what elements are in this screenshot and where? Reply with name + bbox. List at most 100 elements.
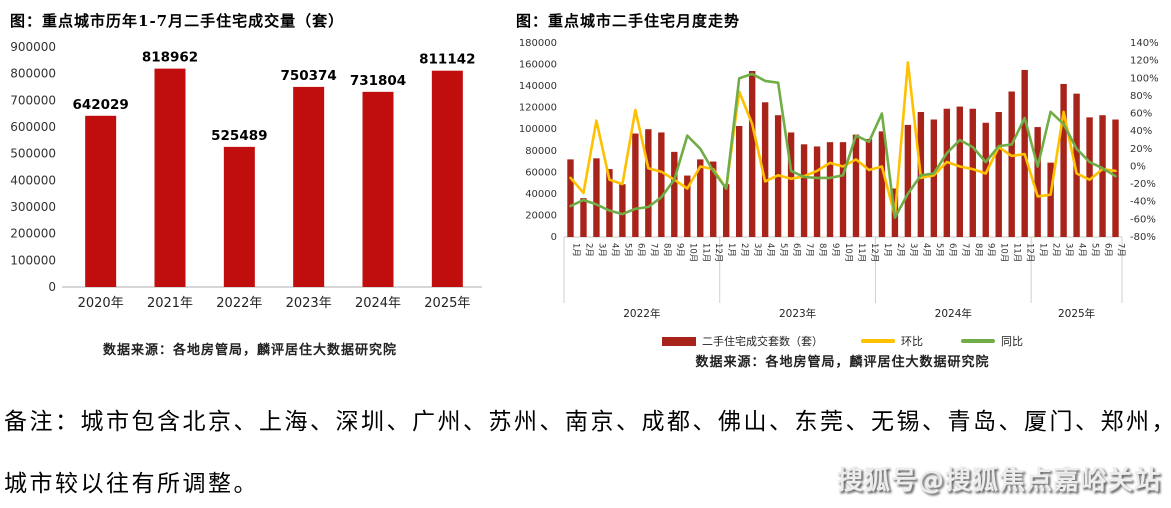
svg-text:8月: 8月 xyxy=(817,243,827,257)
svg-text:3月: 3月 xyxy=(752,243,762,257)
svg-text:4月: 4月 xyxy=(765,243,775,257)
svg-text:2021年: 2021年 xyxy=(147,296,193,311)
svg-text:8月: 8月 xyxy=(973,243,983,257)
legend-label-mom: 环比 xyxy=(901,335,923,348)
svg-text:100000: 100000 xyxy=(10,253,56,267)
svg-text:11月: 11月 xyxy=(1012,243,1022,262)
legend-item-mom: 环比 xyxy=(861,333,923,349)
svg-text:3月: 3月 xyxy=(1064,243,1074,257)
svg-text:731804: 731804 xyxy=(350,73,406,89)
svg-text:1月: 1月 xyxy=(882,243,892,257)
svg-text:2024年: 2024年 xyxy=(935,307,972,320)
svg-text:7月: 7月 xyxy=(804,243,814,257)
svg-text:6月: 6月 xyxy=(1103,243,1113,257)
svg-text:10月: 10月 xyxy=(687,243,697,262)
svg-text:10月: 10月 xyxy=(999,243,1009,262)
svg-text:6月: 6月 xyxy=(791,243,801,257)
svg-text:-20%: -20% xyxy=(1130,179,1156,190)
svg-text:2月: 2月 xyxy=(583,243,593,257)
bar-series-swatch xyxy=(662,336,696,346)
svg-text:811142: 811142 xyxy=(419,52,475,68)
svg-text:8月: 8月 xyxy=(661,243,671,257)
mom-series-swatch xyxy=(861,339,895,343)
svg-text:20%: 20% xyxy=(1130,144,1152,155)
svg-text:1月: 1月 xyxy=(570,243,580,257)
sohu-watermark: 搜狐号@搜狐焦点嘉峪关站 xyxy=(836,466,1161,496)
svg-text:9月: 9月 xyxy=(674,243,684,257)
monthly-combo-chart: 0 20000 40000 60000 80000 100000 120000 140000 1… xyxy=(519,38,1159,320)
svg-text:40%: 40% xyxy=(1130,126,1152,137)
svg-text:2023年: 2023年 xyxy=(779,307,816,320)
svg-text:2024年: 2024年 xyxy=(355,296,401,311)
footnote-line1: 备注：城市包含北京、上海、深圳、广州、苏州、南京、成都、佛山、东莞、无锡、青岛、… xyxy=(4,409,1171,435)
svg-text:700000: 700000 xyxy=(10,93,56,107)
svg-text:11月: 11月 xyxy=(856,243,866,262)
svg-text:12月: 12月 xyxy=(1025,243,1035,262)
legend-label-sales: 二手住宅成交套数（套） xyxy=(702,335,823,348)
svg-text:2025年: 2025年 xyxy=(1058,307,1095,320)
svg-text:7月: 7月 xyxy=(960,243,970,257)
chart-legend: 二手住宅成交套数（套） 环比 同比 xyxy=(514,333,1171,349)
svg-text:1月: 1月 xyxy=(1038,243,1048,257)
svg-text:40000: 40000 xyxy=(525,189,557,200)
svg-text:11月: 11月 xyxy=(700,243,710,262)
svg-text:5月: 5月 xyxy=(934,243,944,257)
svg-text:60%: 60% xyxy=(1130,109,1152,120)
annual-chart-source: 数据来源：各地房管局，麟评居住大数据研究院 xyxy=(102,343,397,358)
svg-text:800000: 800000 xyxy=(10,67,56,81)
svg-text:2025年: 2025年 xyxy=(424,296,470,311)
svg-text:-80%: -80% xyxy=(1130,232,1156,243)
annual-bar-chart: 0 100000 200000 300000 400000 500000 600000 700… xyxy=(10,40,482,311)
svg-text:160000: 160000 xyxy=(519,60,557,71)
svg-text:4月: 4月 xyxy=(1077,243,1087,257)
svg-text:140000: 140000 xyxy=(519,81,557,92)
svg-text:5月: 5月 xyxy=(622,243,632,257)
svg-text:12月: 12月 xyxy=(869,243,879,262)
legend-item-sales: 二手住宅成交套数（套） xyxy=(662,333,823,349)
svg-text:2022年: 2022年 xyxy=(623,307,660,320)
svg-text:500000: 500000 xyxy=(10,147,56,161)
svg-text:0%: 0% xyxy=(1130,161,1146,172)
svg-text:140%: 140% xyxy=(1130,38,1159,49)
svg-text:2月: 2月 xyxy=(739,243,749,257)
svg-text:3月: 3月 xyxy=(596,243,606,257)
svg-text:80%: 80% xyxy=(1130,91,1152,102)
svg-text:200000: 200000 xyxy=(10,227,56,241)
svg-text:2022年: 2022年 xyxy=(216,296,262,311)
svg-text:9月: 9月 xyxy=(830,243,840,257)
svg-text:60000: 60000 xyxy=(525,167,557,178)
svg-text:0: 0 xyxy=(551,232,557,243)
annual-sales-chart-panel: 图：重点城市历年1-7月二手住宅成交量（套） 0 100000 200000 3000… xyxy=(8,6,492,358)
svg-text:4月: 4月 xyxy=(921,243,931,257)
svg-text:2月: 2月 xyxy=(895,243,905,257)
footnote-line2: 城市较以往有所调整。 xyxy=(4,471,259,497)
svg-text:4月: 4月 xyxy=(609,243,619,257)
svg-text:900000: 900000 xyxy=(10,40,56,54)
svg-text:100000: 100000 xyxy=(519,124,557,135)
svg-text:-60%: -60% xyxy=(1130,214,1156,225)
svg-text:120000: 120000 xyxy=(519,103,557,114)
svg-text:6月: 6月 xyxy=(635,243,645,257)
svg-text:525489: 525489 xyxy=(211,128,267,144)
svg-text:5月: 5月 xyxy=(778,243,788,257)
annual-chart-title: 图：重点城市历年1-7月二手住宅成交量（套） xyxy=(10,12,345,30)
legend-label-yoy: 同比 xyxy=(1001,335,1023,348)
svg-text:6月: 6月 xyxy=(947,243,957,257)
svg-text:1月: 1月 xyxy=(726,243,736,257)
svg-text:80000: 80000 xyxy=(525,146,557,157)
svg-text:180000: 180000 xyxy=(519,38,557,49)
svg-text:-40%: -40% xyxy=(1130,197,1156,208)
svg-text:100%: 100% xyxy=(1130,73,1159,84)
svg-text:400000: 400000 xyxy=(10,173,56,187)
svg-text:10月: 10月 xyxy=(843,243,853,262)
yoy-series-swatch xyxy=(961,339,995,343)
svg-text:5月: 5月 xyxy=(1090,243,1100,257)
svg-text:20000: 20000 xyxy=(525,210,557,221)
svg-text:0: 0 xyxy=(48,280,56,294)
svg-text:7月: 7月 xyxy=(1116,243,1126,257)
svg-text:2020年: 2020年 xyxy=(78,296,124,311)
svg-text:642029: 642029 xyxy=(72,97,128,113)
svg-text:300000: 300000 xyxy=(10,200,56,214)
svg-text:3月: 3月 xyxy=(908,243,918,257)
